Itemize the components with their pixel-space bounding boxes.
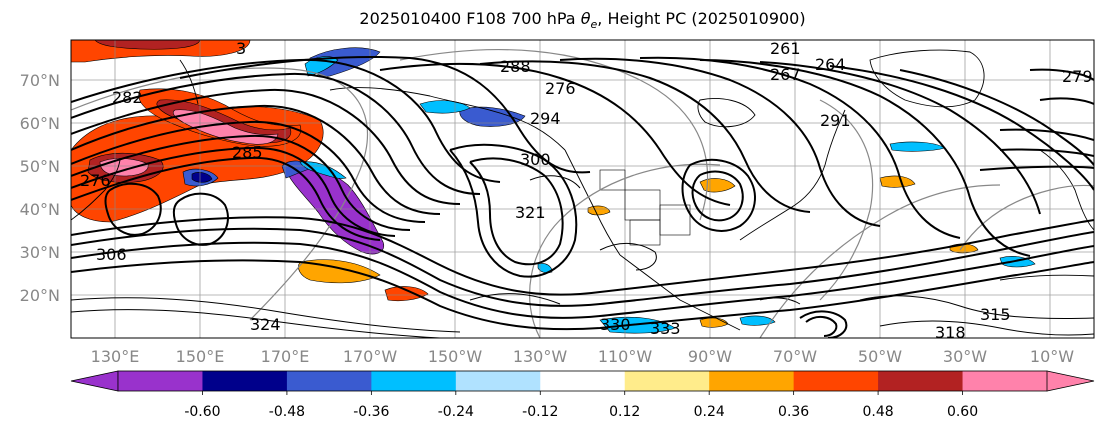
- contour-label: 291: [820, 111, 851, 130]
- colorbar-tick-label: 0.48: [863, 404, 894, 420]
- coast-greenland: [869, 49, 985, 108]
- lat-label: 20°N: [20, 286, 60, 305]
- orange-region-subtropics: [298, 259, 381, 284]
- theta-e-contours: [71, 175, 1094, 338]
- contour-labels: 282 276 288 285 276 294 300 321 306 324 …: [80, 39, 1093, 342]
- lon-label: 170°E: [261, 347, 310, 366]
- coast-mexico: [619, 254, 741, 331]
- lightblue-region-gulf-alaska: [419, 100, 471, 114]
- contour-label: 294: [530, 109, 561, 128]
- coast-alaska: [329, 87, 566, 151]
- colorbar: -0.60 -0.48 -0.36 -0.24 -0.12 0.12 0.24 0.36 0.4…: [70, 370, 1095, 420]
- colorbar-tick-label: -0.12: [522, 404, 558, 420]
- lon-label: 130°E: [91, 347, 140, 366]
- colorbar-swatch: [540, 371, 626, 391]
- contour-label: 282: [112, 88, 143, 107]
- contour-label: 321: [515, 203, 546, 222]
- lat-label: 60°N: [20, 114, 60, 133]
- coast-labrador: [824, 109, 846, 166]
- lon-label: 70°W: [773, 347, 817, 366]
- latitude-labels: 70°N 60°N 50°N 40°N 30°N 20°N: [20, 71, 60, 305]
- colorbar-swatch: [455, 371, 541, 391]
- contour-label: 333: [650, 319, 681, 338]
- lon-label: 150°W: [428, 347, 483, 366]
- colorbar-tick-label: 0.60: [947, 404, 978, 420]
- height-contours: [71, 55, 1094, 338]
- colorbar-swatch: [371, 371, 457, 391]
- contour-label: 288: [500, 57, 531, 76]
- contour-label: 279: [1062, 67, 1093, 86]
- lon-label: 30°W: [943, 347, 987, 366]
- contour-label: 285: [232, 143, 263, 162]
- lon-label: 50°W: [858, 347, 902, 366]
- colorbar-tick-label: -0.24: [438, 404, 474, 420]
- coast-north-africa: [999, 274, 1094, 281]
- colorbar-swatch: [624, 371, 710, 391]
- colorbar-extend-high: [1046, 370, 1095, 392]
- colorbar-swatch: [118, 371, 203, 391]
- contour-label: 306: [96, 245, 127, 264]
- lat-label: 30°N: [20, 243, 60, 262]
- orange-region-eastern-us: [699, 178, 736, 193]
- colorbar-tick-label: -0.48: [269, 404, 305, 420]
- map-plot-area: 282 276 288 285 276 294 300 321 306 324 …: [71, 39, 1094, 342]
- colorbar-swatch: [202, 371, 288, 391]
- colorbar-extend-low: [70, 370, 119, 392]
- contour-label: 318: [935, 323, 966, 342]
- lon-label: 130°W: [513, 347, 568, 366]
- lat-label: 50°N: [20, 157, 60, 176]
- map-frame: [70, 39, 1095, 339]
- coast-west-north-america: [564, 149, 621, 256]
- political-boundaries: [599, 169, 691, 246]
- coastlines: [71, 49, 1094, 331]
- lon-label: 10°W: [1030, 347, 1074, 366]
- contour-label: 267: [770, 65, 801, 84]
- colorbar-frame: [117, 370, 1048, 392]
- lon-label: 90°W: [688, 347, 732, 366]
- contour-label: 276: [545, 79, 576, 98]
- contour-label: 3: [236, 39, 246, 58]
- lat-label: 70°N: [20, 71, 60, 90]
- lon-label: 110°W: [598, 347, 653, 366]
- colorbar-swatch: [709, 371, 795, 391]
- contour-label: 276: [80, 171, 111, 190]
- colorbar-tick-label: -0.36: [353, 404, 389, 420]
- contour-label: 264: [815, 55, 846, 74]
- map-title: 2025010400 F108 700 hPa θe, Height PC (2…: [359, 9, 806, 32]
- colorbar-tick-label: 0.12: [609, 404, 640, 420]
- coast-east-north-america: [739, 164, 826, 241]
- colorbar-tick-label: 0.36: [778, 404, 809, 420]
- colorbar-swatch: [878, 371, 964, 391]
- coast-east-asia: [71, 159, 121, 221]
- lightblue-region-caribbean: [739, 315, 776, 326]
- colorbar-tick-label: -0.60: [184, 404, 220, 420]
- coast-western-europe: [1039, 149, 1094, 231]
- coast-kamchatka: [179, 59, 199, 105]
- darkred-region-top-left: [94, 40, 201, 50]
- shaded-anomaly-fields: [71, 40, 1036, 334]
- colorbar-swatch: [286, 371, 372, 391]
- orange-region-western-us: [587, 205, 611, 216]
- contour-label: 315: [980, 305, 1011, 324]
- coast-hudson-bay: [697, 98, 756, 128]
- lat-label: 40°N: [20, 200, 60, 219]
- blue-region-south-pacific: [537, 263, 553, 274]
- orange-region-atlantic: [879, 175, 916, 188]
- purple-region-central-pacific: [284, 164, 384, 255]
- contour-label: 324: [250, 315, 281, 334]
- lon-label: 150°E: [176, 347, 225, 366]
- lon-label: 170°W: [343, 347, 398, 366]
- longitude-labels: 130°E 150°E 170°E 170°W 150°W 130°W 110°…: [91, 347, 1075, 366]
- contour-label: 330: [600, 315, 631, 334]
- colorbar-swatch: [793, 371, 879, 391]
- contour-label: 261: [770, 39, 801, 58]
- colorbar-tick-label: 0.24: [694, 404, 725, 420]
- contour-label: 300: [520, 150, 551, 169]
- colorbar-swatch: [962, 371, 1048, 391]
